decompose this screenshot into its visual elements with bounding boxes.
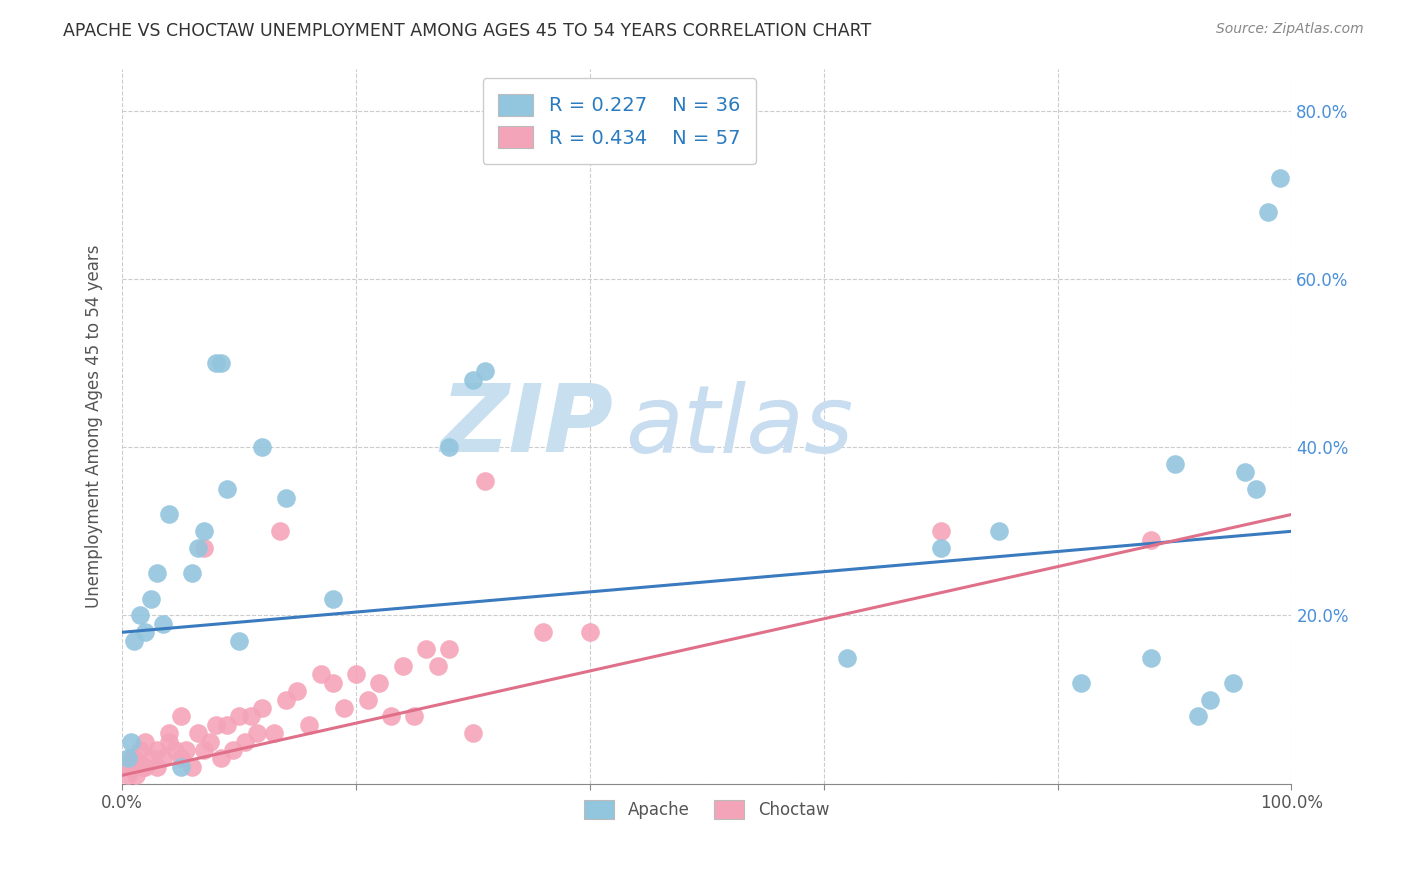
Y-axis label: Unemployment Among Ages 45 to 54 years: Unemployment Among Ages 45 to 54 years <box>86 244 103 607</box>
Point <box>163 743 186 757</box>
Point <box>274 692 297 706</box>
Point <box>461 726 484 740</box>
Point <box>141 591 163 606</box>
Point <box>193 541 215 556</box>
Point <box>404 709 426 723</box>
Point <box>169 760 191 774</box>
Point <box>125 768 148 782</box>
Point <box>146 760 169 774</box>
Point <box>439 642 461 657</box>
Point <box>298 718 321 732</box>
Point <box>391 659 413 673</box>
Point <box>181 566 204 581</box>
Point <box>252 440 274 454</box>
Point <box>1246 482 1268 496</box>
Point <box>835 650 858 665</box>
Point <box>474 474 496 488</box>
Text: Source: ZipAtlas.com: Source: ZipAtlas.com <box>1216 22 1364 37</box>
Point <box>122 760 145 774</box>
Point <box>211 356 233 370</box>
Point <box>134 625 156 640</box>
Point <box>1163 457 1185 471</box>
Point <box>176 743 198 757</box>
Point <box>217 718 239 732</box>
Point <box>117 751 139 765</box>
Point <box>426 659 449 673</box>
Point <box>415 642 437 657</box>
Point <box>1222 675 1244 690</box>
Point <box>531 625 554 640</box>
Point <box>1070 675 1092 690</box>
Point <box>988 524 1011 539</box>
Point <box>217 482 239 496</box>
Point <box>222 743 245 757</box>
Point <box>322 591 344 606</box>
Point <box>1257 204 1279 219</box>
Point <box>380 709 402 723</box>
Point <box>439 440 461 454</box>
Point <box>141 751 163 765</box>
Point <box>269 524 291 539</box>
Legend: Apache, Choctaw: Apache, Choctaw <box>578 793 837 825</box>
Point <box>287 684 309 698</box>
Point <box>132 760 155 774</box>
Point <box>204 356 226 370</box>
Point <box>274 491 297 505</box>
Point <box>146 566 169 581</box>
Point <box>322 675 344 690</box>
Point <box>134 734 156 748</box>
Point <box>120 734 142 748</box>
Point <box>193 743 215 757</box>
Point <box>187 541 209 556</box>
Point <box>120 760 142 774</box>
Point <box>193 524 215 539</box>
Point <box>228 633 250 648</box>
Point <box>368 675 391 690</box>
Point <box>157 726 180 740</box>
Point <box>252 701 274 715</box>
Point <box>181 760 204 774</box>
Point <box>461 373 484 387</box>
Point <box>187 726 209 740</box>
Point <box>356 692 378 706</box>
Point <box>245 726 267 740</box>
Point <box>128 743 150 757</box>
Point <box>344 667 367 681</box>
Point <box>333 701 356 715</box>
Point <box>134 760 156 774</box>
Point <box>157 508 180 522</box>
Point <box>157 734 180 748</box>
Point <box>1233 466 1256 480</box>
Text: APACHE VS CHOCTAW UNEMPLOYMENT AMONG AGES 45 TO 54 YEARS CORRELATION CHART: APACHE VS CHOCTAW UNEMPLOYMENT AMONG AGE… <box>63 22 872 40</box>
Point <box>309 667 332 681</box>
Point <box>128 608 150 623</box>
Point <box>120 751 142 765</box>
Point <box>1198 692 1220 706</box>
Point <box>117 768 139 782</box>
Point <box>263 726 285 740</box>
Point <box>1268 170 1291 185</box>
Point <box>1140 533 1163 547</box>
Point <box>578 625 600 640</box>
Point <box>152 616 174 631</box>
Point <box>204 718 226 732</box>
Point <box>122 633 145 648</box>
Point <box>152 751 174 765</box>
Point <box>198 734 221 748</box>
Point <box>228 709 250 723</box>
Point <box>211 751 233 765</box>
Point <box>146 743 169 757</box>
Point <box>169 751 191 765</box>
Point <box>233 734 256 748</box>
Point <box>929 524 952 539</box>
Point <box>169 709 191 723</box>
Point <box>122 751 145 765</box>
Text: ZIP: ZIP <box>440 380 613 472</box>
Point <box>929 541 952 556</box>
Point <box>239 709 262 723</box>
Point <box>1187 709 1209 723</box>
Point <box>1140 650 1163 665</box>
Point <box>474 364 496 378</box>
Text: atlas: atlas <box>624 381 853 472</box>
